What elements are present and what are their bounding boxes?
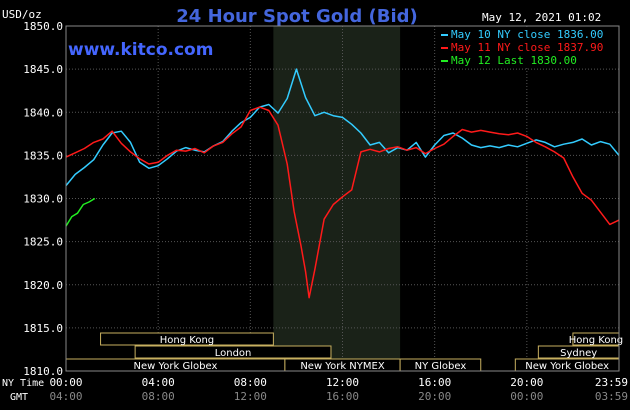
y-tick-label: 1845.0: [23, 63, 63, 76]
session-label: London: [215, 348, 252, 359]
x-tick-label-gmt: 03:59: [595, 390, 628, 403]
series-line-2: [65, 106, 620, 299]
y-tick-label: 1850.0: [23, 20, 63, 33]
session-label: Hong Kong: [569, 335, 623, 346]
legend-entry: May 10 NY close 1836.00: [451, 28, 603, 41]
y-tick-label: 1810.0: [23, 365, 63, 378]
session-label: NY Globex: [415, 361, 467, 372]
legend-entry: May 11 NY close 1837.90: [451, 41, 603, 54]
price-series: [65, 68, 620, 299]
x-axis-gmt-label: GMT: [10, 392, 28, 403]
y-tick-label: 1835.0: [23, 149, 63, 162]
timestamp: May 12, 2021 01:02: [482, 11, 601, 24]
x-tick-label-ny: 20:00: [510, 376, 543, 389]
x-tick-label-gmt: 04:00: [49, 390, 82, 403]
chart-title: 24 Hour Spot Gold (Bid): [176, 6, 417, 27]
x-axis-ticks: 00:0004:0004:0008:0008:0012:0012:0016:00…: [49, 376, 628, 403]
session-box: [134, 345, 332, 359]
y-tick-label: 1825.0: [23, 236, 63, 249]
x-tick-label-gmt: 08:00: [142, 390, 175, 403]
kitco-watermark: www.kitco.com: [68, 40, 213, 60]
plot-border: [65, 25, 620, 372]
x-tick-label-ny: 00:00: [49, 376, 82, 389]
y-tick-label: 1820.0: [23, 279, 63, 292]
y-tick-label: 1815.0: [23, 322, 63, 335]
session-box: [100, 332, 274, 346]
session-label: New York Globex: [134, 361, 218, 372]
x-tick-label-ny: 08:00: [234, 376, 267, 389]
session-label: Hong Kong: [160, 335, 214, 346]
legend-box: [436, 28, 618, 68]
x-tick-label-gmt: 16:00: [326, 390, 359, 403]
x-tick-label-ny: 12:00: [326, 376, 359, 389]
x-tick-label-ny: 16:00: [418, 376, 451, 389]
y-tick-label: 1840.0: [23, 106, 63, 119]
x-tick-label-gmt: 20:00: [418, 390, 451, 403]
x-tick-label-ny: 23:59: [595, 376, 628, 389]
legend-entry: May 12 Last 1830.00: [451, 54, 577, 67]
y-axis-label: USD/oz: [2, 8, 42, 21]
series-line-3: [65, 197, 96, 227]
session-label: Sydney: [560, 348, 597, 359]
x-tick-label-ny: 04:00: [142, 376, 175, 389]
session-label: New York NYMEX: [300, 361, 385, 372]
y-tick-label: 1830.0: [23, 193, 63, 206]
x-axis-ny-label: NY Time: [2, 378, 44, 389]
x-tick-label-gmt: 12:00: [234, 390, 267, 403]
series-line-1: [65, 68, 620, 187]
session-label: New York Globex: [525, 361, 609, 372]
x-tick-label-gmt: 00:00: [510, 390, 543, 403]
y-axis-ticks: 1850.0 1845.0 1840.0 1835.0 1830.0 1825.0 1820…: [23, 20, 63, 378]
